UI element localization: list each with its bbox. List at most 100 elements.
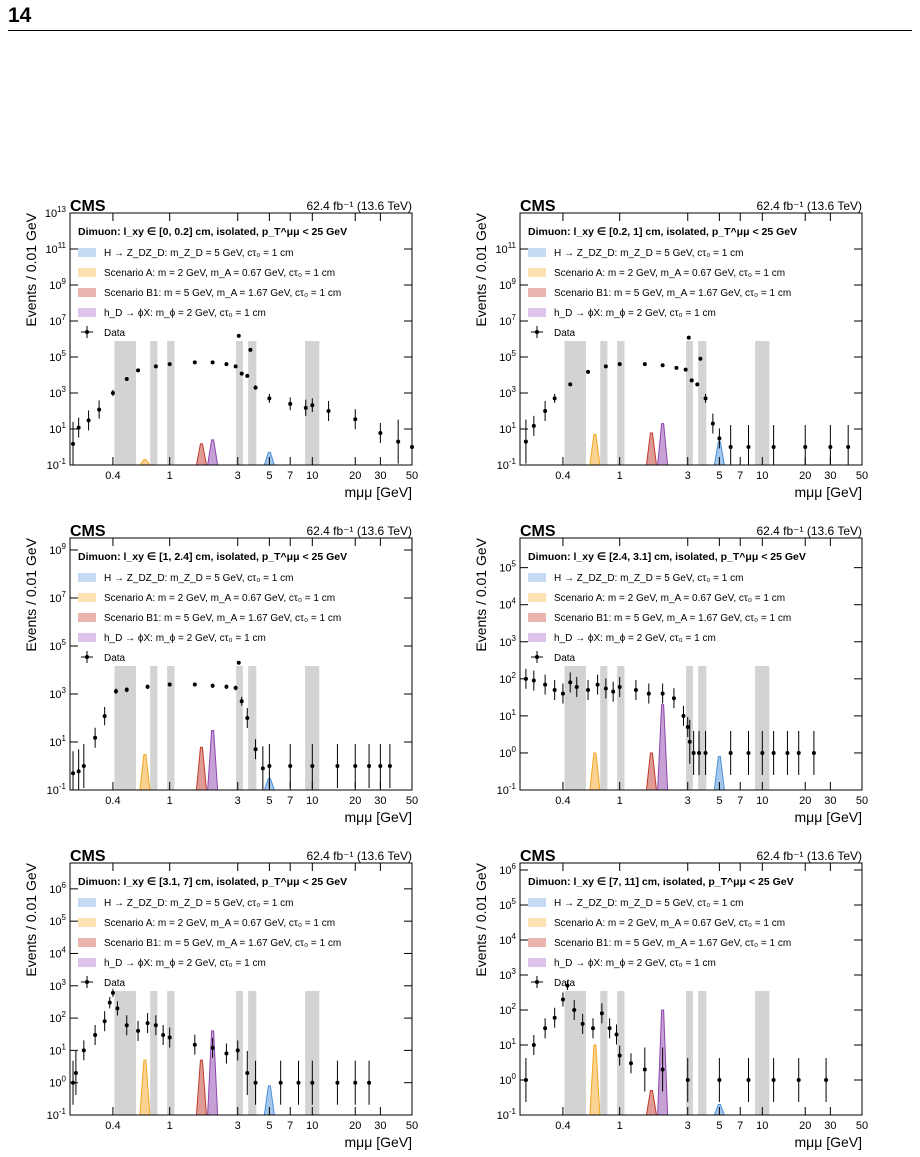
legend-label: h_D → ϕX: m_ϕ = 2 GeV, cτ₀ = 1 cm xyxy=(104,633,266,644)
data-point xyxy=(224,684,229,689)
panel-title: Dimuon: l_xy ∈ [2.4, 3.1] cm, isolated, … xyxy=(528,551,806,563)
y-tick-label: 105 xyxy=(49,349,66,364)
plot-frame xyxy=(519,537,863,791)
lumi-label: 62.4 fb⁻¹ (13.6 TeV) xyxy=(306,849,412,863)
signal-peak-scenA xyxy=(139,754,151,791)
data-point xyxy=(803,445,808,449)
y-tick-label: 101 xyxy=(49,421,66,436)
legend-label: Scenario A: m = 2 GeV, m_A = 0.67 GeV, c… xyxy=(554,268,785,279)
shaded-region xyxy=(686,991,693,1115)
shaded-region xyxy=(150,991,158,1115)
x-tick-label: 3 xyxy=(235,1120,241,1132)
legend-marker-dot xyxy=(535,980,539,984)
y-tick-label: 10-1 xyxy=(497,782,517,797)
x-tick-label: 0.4 xyxy=(105,1120,120,1132)
data-point xyxy=(367,1080,372,1085)
data-point xyxy=(124,687,129,692)
data-point xyxy=(86,418,91,423)
legend-swatch xyxy=(528,573,546,582)
data-point xyxy=(760,750,765,755)
x-tick-label: 50 xyxy=(406,470,418,482)
legend-label: H → Z_DZ_D: m_Z_D = 5 GeV, cτ₀ = 1 cm xyxy=(104,898,293,909)
y-tick-label: 10-1 xyxy=(497,457,517,472)
x-axis-label: mμμ [GeV] xyxy=(345,1134,412,1150)
shaded-region xyxy=(150,341,158,465)
data-point xyxy=(278,1080,283,1085)
legend-label: H → Z_DZ_D: m_Z_D = 5 GeV, cτ₀ = 1 cm xyxy=(554,898,743,909)
data-point xyxy=(367,764,372,768)
data-point xyxy=(633,687,638,692)
data-point xyxy=(710,421,715,426)
y-tick-label: 105 xyxy=(49,638,66,653)
x-tick-label: 1 xyxy=(617,1120,623,1132)
legend-label: H → Z_DZ_D: m_Z_D = 5 GeV, cτ₀ = 1 cm xyxy=(104,248,293,259)
x-tick-label: 20 xyxy=(799,470,811,482)
data-point xyxy=(728,750,733,755)
shaded-region xyxy=(248,991,257,1115)
plot-frame xyxy=(69,212,413,466)
cms-label: CMS xyxy=(70,523,106,540)
data-point xyxy=(161,1032,166,1037)
lumi-label: 62.4 fb⁻¹ (13.6 TeV) xyxy=(756,849,862,863)
shaded-region xyxy=(564,991,586,1115)
chart-panel-top-right: 10-1 101 103 105 107 109 1011 0.4 1 3 5 7 10 20 30 50 CM… xyxy=(473,198,868,500)
data-point xyxy=(81,764,86,768)
data-point xyxy=(574,685,579,690)
legend-label: Scenario B1: m = 5 GeV, m_A = 1.67 GeV, … xyxy=(554,288,791,299)
y-tick-label: 10-1 xyxy=(47,782,67,797)
cms-label: CMS xyxy=(70,848,106,865)
y-tick-label: 107 xyxy=(499,313,516,328)
x-tick-label: 0.4 xyxy=(555,1120,570,1132)
signal-peak-scenA xyxy=(589,433,601,466)
shaded-region xyxy=(114,666,136,790)
y-tick-label: 104 xyxy=(499,932,516,947)
data-point xyxy=(167,682,172,687)
shaded-region xyxy=(150,666,158,790)
plot-frame xyxy=(519,862,863,1116)
data-point xyxy=(310,764,315,768)
data-point xyxy=(192,682,197,687)
legend-marker-dot xyxy=(85,655,89,659)
legend-swatch xyxy=(528,308,546,317)
shaded-region xyxy=(564,341,586,465)
data-point xyxy=(353,417,358,422)
shaded-region xyxy=(617,666,625,790)
data-point xyxy=(326,409,331,413)
data-point xyxy=(683,367,688,372)
y-tick-label: 103 xyxy=(49,385,66,400)
signal-peak-scenA xyxy=(138,459,151,466)
data-point xyxy=(124,1023,129,1028)
x-tick-label: 5 xyxy=(266,1120,272,1132)
data-point xyxy=(828,445,833,449)
legend-label: H → Z_DZ_D: m_Z_D = 5 GeV, cτ₀ = 1 cm xyxy=(554,248,743,259)
x-tick-label: 10 xyxy=(306,1120,318,1132)
y-tick-label: 104 xyxy=(49,945,66,960)
data-point xyxy=(531,423,536,428)
data-point xyxy=(568,680,573,685)
x-axis-label: mμμ [GeV] xyxy=(345,484,412,500)
data-point xyxy=(71,771,76,776)
data-point xyxy=(167,1035,172,1040)
x-tick-label: 50 xyxy=(856,795,868,807)
y-tick-label: 102 xyxy=(49,1010,66,1025)
x-axis-label: mμμ [GeV] xyxy=(345,809,412,825)
legend-label: h_D → ϕX: m_ϕ = 2 GeV, cτ₀ = 1 cm xyxy=(554,633,716,644)
y-tick-label: 10-1 xyxy=(47,457,67,472)
data-point xyxy=(642,1067,647,1072)
x-axis-label: mμμ [GeV] xyxy=(795,1134,862,1150)
y-axis-label: Events / 0.01 GeV xyxy=(23,862,39,976)
data-point xyxy=(93,1032,98,1037)
data-point xyxy=(685,725,690,730)
legend-swatch xyxy=(78,633,96,642)
chart-panel-bottom-left: 10-1 100 101 102 103 104 105 106 0.4 1 3 5 7 10 20 30 50… xyxy=(23,848,418,1150)
data-point xyxy=(335,764,340,768)
data-point xyxy=(248,347,253,352)
shaded-region xyxy=(167,666,175,790)
legend-marker-dot xyxy=(85,980,89,984)
signal-peak-hphi xyxy=(207,439,219,466)
data-point xyxy=(717,436,722,441)
data-point xyxy=(691,750,696,755)
data-point xyxy=(703,396,708,401)
signal-peak-hphi xyxy=(657,704,669,791)
